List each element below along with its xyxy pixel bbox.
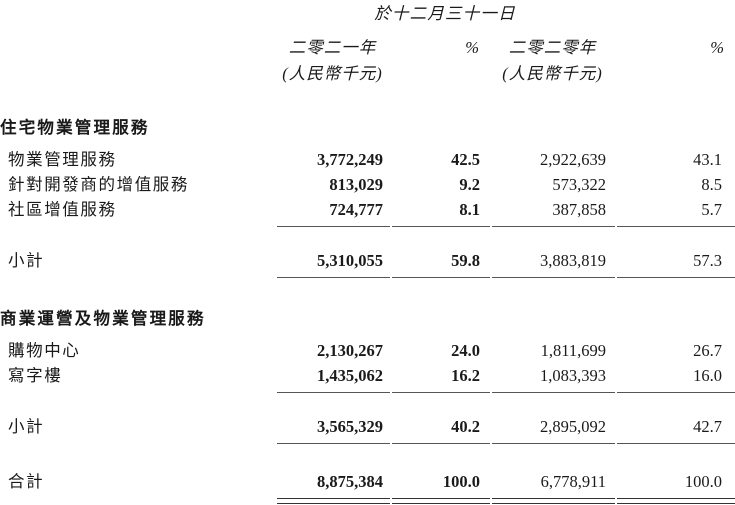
- row-pct-2020: 26.7: [693, 341, 722, 360]
- row-label: 購物中心: [8, 341, 81, 360]
- row-pct-2021: 16.2: [390, 361, 490, 394]
- spacer-cell: [0, 60, 275, 110]
- spacer-cell: [0, 220, 735, 246]
- row-pct-2020: 5.7: [615, 195, 735, 228]
- spacer-cell: [615, 0, 735, 34]
- row-pct-2021: 42.5: [451, 150, 480, 169]
- row-amount-2021: 1,435,062: [275, 361, 390, 394]
- table-row: 寫字樓 1,435,062 16.2 1,083,393 16.0: [0, 361, 735, 394]
- row-amount-2020: 1,811,699: [540, 341, 606, 360]
- row-amount-2020: 387,858: [490, 195, 615, 228]
- spacer-cell: [615, 60, 735, 110]
- subtotal-pct-2020: 57.3: [615, 246, 735, 279]
- row-amount-2020: 573,322: [552, 175, 606, 194]
- row-amount-2020: 1,083,393: [490, 361, 615, 394]
- row-pct-2021: 9.2: [459, 175, 480, 194]
- row-pct-2020: 43.1: [693, 150, 722, 169]
- row-amount-2021: 724,777: [275, 195, 390, 228]
- subtotal-label: 小計: [8, 251, 45, 270]
- spacer-cell: [0, 271, 735, 301]
- row-label: 針對開發商的增值服務: [8, 175, 189, 194]
- table-row: 針對開發商的增值服務 813,029 9.2 573,322 8.5: [0, 170, 735, 195]
- column-unit-2020: (人民幣千元): [502, 64, 603, 83]
- grand-total-pct-2021: 100.0: [390, 467, 490, 504]
- subtotal-label: 小計: [8, 417, 45, 436]
- subtotal-pct-2021: 40.2: [390, 412, 490, 445]
- spacer-cell: [0, 386, 735, 412]
- subtotal-amount-2021: 5,310,055: [275, 246, 390, 279]
- table-row: 社區增值服務 724,777 8.1 387,858 5.7: [0, 195, 735, 228]
- row-spacer: [0, 437, 735, 467]
- row-label: 物業管理服務: [8, 150, 117, 169]
- spacer-cell: [390, 60, 490, 110]
- column-header-year-2020: 二零二零年: [508, 38, 597, 57]
- subtotal-amount-2020: 2,895,092: [490, 412, 615, 445]
- section-heading-label: 住宅物業管理服務: [0, 118, 150, 137]
- table-period-header-row: 於十二月三十一日: [0, 0, 735, 34]
- section-heading-commercial: 商業運營及物業管理服務: [0, 301, 735, 336]
- table-row: 物業管理服務 3,772,249 42.5 2,922,639 43.1: [0, 145, 735, 170]
- row-amount-2021: 2,130,267: [317, 341, 383, 360]
- column-unit-2021: (人民幣千元): [282, 64, 383, 83]
- column-header-year-2021: 二零二一年: [288, 38, 377, 57]
- table-row: 購物中心 2,130,267 24.0 1,811,699 26.7: [0, 336, 735, 361]
- column-header-pct-2021: %: [465, 38, 480, 57]
- table-column-header-row: 二零二一年 % 二零二零年 %: [0, 34, 735, 60]
- grand-total-label: 合計: [8, 472, 45, 491]
- period-header-label: 於十二月三十一日: [374, 4, 516, 23]
- row-label: 社區增值服務: [8, 200, 117, 219]
- subtotal-row-residential: 小計 5,310,055 59.8 3,883,819 57.3: [0, 246, 735, 279]
- section-heading-label: 商業運營及物業管理服務: [0, 309, 206, 328]
- spacer-cell: [0, 437, 735, 467]
- table-unit-header-row: (人民幣千元) (人民幣千元): [0, 60, 735, 110]
- row-pct-2021: 8.1: [390, 195, 490, 228]
- grand-total-amount-2021: 8,875,384: [275, 467, 390, 504]
- row-pct-2020: 8.5: [701, 175, 722, 194]
- spacer-cell: [0, 34, 275, 60]
- subtotal-pct-2020: 42.7: [615, 412, 735, 445]
- column-header-pct-2020: %: [710, 38, 725, 57]
- subtotal-amount-2020: 3,883,819: [490, 246, 615, 279]
- subtotal-pct-2021: 59.8: [390, 246, 490, 279]
- row-spacer: [0, 386, 735, 412]
- grand-total-row: 合計 8,875,384 100.0 6,778,911 100.0: [0, 467, 735, 504]
- row-spacer: [0, 220, 735, 246]
- row-label: 寫字樓: [8, 366, 63, 385]
- row-amount-2020: 2,922,639: [540, 150, 606, 169]
- grand-total-amount-2020: 6,778,911: [490, 467, 615, 504]
- section-heading-residential: 住宅物業管理服務: [0, 110, 735, 145]
- row-amount-2021: 3,772,249: [317, 150, 383, 169]
- row-pct-2020: 16.0: [615, 361, 735, 394]
- grand-total-pct-2020: 100.0: [615, 467, 735, 504]
- subtotal-row-commercial: 小計 3,565,329 40.2 2,895,092 42.7: [0, 412, 735, 445]
- subtotal-amount-2021: 3,565,329: [275, 412, 390, 445]
- spacer-cell: [0, 0, 275, 34]
- row-pct-2021: 24.0: [451, 341, 480, 360]
- row-spacer: [0, 271, 735, 301]
- row-amount-2021: 813,029: [329, 175, 383, 194]
